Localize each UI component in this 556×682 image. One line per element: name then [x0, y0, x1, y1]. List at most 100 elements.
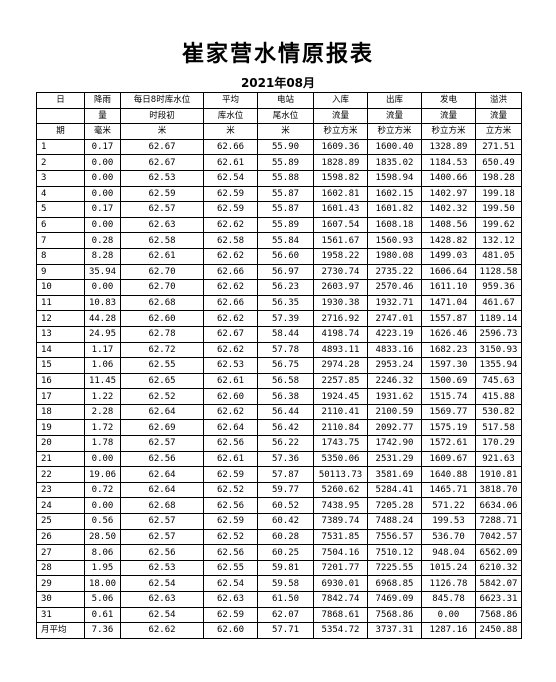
table-row: 30 5.06 62.63 62.63 61.50 7842.74 7469.09 845.7…: [36, 591, 522, 608]
value-cell: 57.71: [257, 622, 314, 639]
value-cell: 1128.58: [475, 263, 522, 281]
table-row: 9 35.94 62.70 62.66 56.97 2730.74 2735.22 1606.…: [36, 263, 522, 281]
value-cell: 62.63: [120, 591, 204, 608]
value-cell: 62.61: [203, 372, 258, 390]
column-header: 量: [84, 107, 121, 125]
value-cell: 62.56: [203, 435, 258, 452]
monthly-average-row: 月平均 7.36 62.62 62.60 57.71 5354.72 3737.31 1287…: [36, 622, 522, 639]
report-month: 2021年08月: [240, 76, 316, 90]
value-cell: 62.58: [203, 232, 258, 249]
table-row: 5 0.17 62.57 62.59 55.87 1601.43 1601.82 1402.3…: [36, 201, 522, 218]
value-cell: 8.06: [84, 544, 121, 561]
value-cell: 56.35: [257, 294, 314, 312]
value-cell: 62.53: [120, 169, 204, 187]
value-cell: 55.88: [257, 169, 314, 187]
value-cell: 2110.41: [313, 403, 368, 421]
table-row: 22 19.06 62.64 62.59 57.87 50113.73 3581.69 164…: [36, 466, 522, 483]
column-header: 立方米: [475, 123, 522, 140]
day-cell: 22: [36, 466, 85, 483]
day-cell: 17: [36, 388, 85, 405]
value-cell: 62.07: [257, 606, 314, 624]
value-cell: 55.87: [257, 185, 314, 203]
value-cell: 55.90: [257, 138, 314, 156]
day-cell: 21: [36, 450, 85, 468]
value-cell: 481.05: [475, 247, 522, 265]
value-cell: 62.59: [203, 513, 258, 530]
value-cell: 62.64: [203, 419, 258, 437]
table-row: 19 1.72 62.69 62.64 56.42 2110.84 2092.77 1575.…: [36, 419, 522, 437]
value-cell: 62.62: [203, 403, 258, 421]
day-cell: 26: [36, 528, 85, 546]
value-cell: 62.54: [120, 575, 204, 592]
value-cell: 62.78: [120, 325, 204, 343]
day-cell: 1: [36, 138, 85, 156]
value-cell: 62.62: [203, 216, 258, 234]
value-cell: 62.64: [120, 481, 204, 499]
column-header: 降雨: [84, 92, 121, 109]
day-cell: 14: [36, 341, 85, 359]
value-cell: 2450.88: [475, 622, 522, 639]
value-cell: 7868.61: [313, 606, 368, 624]
value-cell: 2092.77: [367, 419, 422, 437]
value-cell: 7438.95: [313, 497, 368, 515]
value-cell: 7504.16: [313, 544, 368, 561]
day-cell: 19: [36, 419, 85, 437]
value-cell: 536.70: [421, 528, 476, 546]
value-cell: 62.60: [203, 388, 258, 405]
value-cell: 199.18: [475, 185, 522, 203]
value-cell: 4198.74: [313, 325, 368, 343]
value-cell: 62.66: [203, 138, 258, 156]
value-cell: 59.77: [257, 481, 314, 499]
value-cell: 3818.70: [475, 481, 522, 499]
value-cell: 62.52: [203, 528, 258, 546]
value-cell: 1931.62: [367, 388, 422, 405]
table-row: 31 0.61 62.54 62.59 62.07 7868.61 7568.86 0.00 7…: [36, 606, 522, 624]
value-cell: 59.58: [257, 575, 314, 592]
value-cell: 1471.04: [421, 294, 476, 312]
table-row: 4 0.00 62.59 62.59 55.87 1602.81 1602.15 1402.9…: [36, 185, 522, 203]
value-cell: 1601.82: [367, 201, 422, 218]
value-cell: 62.54: [203, 169, 258, 187]
value-cell: 415.88: [475, 388, 522, 405]
value-cell: 62.55: [203, 559, 258, 577]
value-cell: 2.28: [84, 403, 121, 421]
value-cell: 62.62: [203, 279, 258, 296]
value-cell: 8.28: [84, 247, 121, 265]
value-cell: 62.61: [120, 247, 204, 265]
day-cell: 15: [36, 357, 85, 374]
value-cell: 62.70: [120, 263, 204, 281]
value-cell: 1575.19: [421, 419, 476, 437]
value-cell: 0.72: [84, 481, 121, 499]
day-cell: 10: [36, 279, 85, 296]
value-cell: 1015.24: [421, 559, 476, 577]
column-header: 溢洪: [475, 92, 522, 109]
value-cell: 7201.77: [313, 559, 368, 577]
value-cell: 7389.74: [313, 513, 368, 530]
table-row: 11 10.83 62.68 62.66 56.35 1930.38 1932.71 1471…: [36, 294, 522, 312]
table-row: 27 8.06 62.56 62.56 60.25 7504.16 7510.12 948.0…: [36, 544, 522, 561]
value-cell: 60.25: [257, 544, 314, 561]
value-cell: 35.94: [84, 263, 121, 281]
value-cell: 3150.93: [475, 341, 522, 359]
value-cell: 1598.82: [313, 169, 368, 187]
value-cell: 62.54: [120, 606, 204, 624]
value-cell: 1400.66: [421, 169, 476, 187]
value-cell: 530.82: [475, 403, 522, 421]
value-cell: 56.42: [257, 419, 314, 437]
column-header: 流量: [367, 107, 422, 125]
table-row: 13 24.95 62.78 62.67 58.44 4198.74 4223.19 1626…: [36, 325, 522, 343]
value-cell: 62.57: [120, 201, 204, 218]
value-cell: 0.28: [84, 232, 121, 249]
value-cell: 7556.57: [367, 528, 422, 546]
value-cell: 7568.86: [475, 606, 522, 624]
value-cell: 62.63: [120, 216, 204, 234]
day-cell: 25: [36, 513, 85, 530]
value-cell: 62.59: [203, 606, 258, 624]
value-cell: 198.28: [475, 169, 522, 187]
value-cell: 650.49: [475, 154, 522, 171]
value-cell: 62.54: [203, 575, 258, 592]
value-cell: 1184.53: [421, 154, 476, 171]
value-cell: 4223.19: [367, 325, 422, 343]
header-row1: 日降雨 每日8时库水位 平均 电站 入库 出库 发电 溢洪: [36, 92, 522, 109]
value-cell: 959.36: [475, 279, 522, 296]
